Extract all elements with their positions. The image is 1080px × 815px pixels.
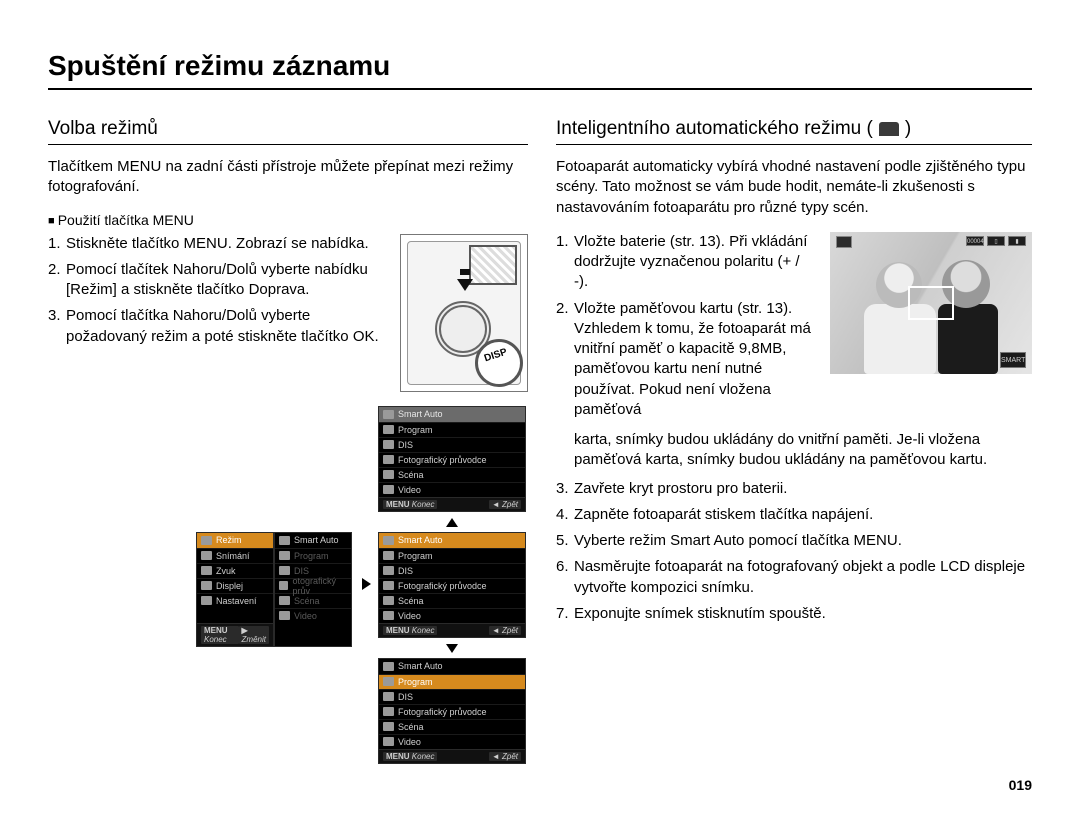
menu-item: DIS [398, 566, 413, 576]
menu-item: Program [398, 551, 433, 561]
menu-item: Smart Auto [398, 409, 443, 419]
left-heading-text: Volba režimů [48, 118, 158, 140]
menu-item: DIS [398, 440, 413, 450]
left-intro: Tlačítkem MENU na zadní části přístroje … [48, 157, 528, 198]
menu-item: Smart Auto [398, 535, 443, 545]
lcd-corner-label: SMART [1000, 352, 1026, 368]
right-heading-text: Inteligentního automatického režimu ( [556, 118, 873, 140]
page-title: Spuštění režimu záznamu [48, 50, 1032, 90]
menu-bottom: Smart Auto Program DIS Fotografický prův… [378, 658, 526, 764]
right-step-1: Vložte baterie (str. 13). Při vkládání d… [574, 232, 816, 293]
menu-item: Video [294, 611, 317, 621]
menu-item: Scéna [294, 596, 320, 606]
menu-screenshots: Smart Auto Program DIS Fotografický prův… [48, 406, 528, 726]
menu-item: Fotografický průvodce [398, 455, 487, 465]
menu-item: Displej [216, 581, 243, 591]
left-step-2: Pomocí tlačítek Nahoru/Dolů vyberte nabí… [66, 260, 386, 301]
page-number: 019 [1009, 777, 1032, 793]
menu-item: Smart Auto [294, 535, 339, 545]
lcd-counter: 00004 [966, 236, 984, 246]
menu-item: Video [398, 485, 421, 495]
menu-item: Video [398, 737, 421, 747]
menu-dual: Režim Snímání Zvuk Displej Nastavení _ M… [196, 532, 352, 647]
bullet-head: Použití tlačítka MENU [48, 212, 528, 228]
left-steps: 1.Stiskněte tlačítko MENU. Zobrazí se na… [48, 234, 386, 392]
menu-item: Program [398, 425, 433, 435]
right-intro: Fotoaparát automaticky vybírá vhodné nas… [556, 157, 1032, 218]
menu-item: Fotografický průvodce [398, 707, 487, 717]
arrow-right-icon [362, 578, 371, 590]
menu-item: Program [294, 551, 329, 561]
lcd-preview: 00004 ▯ ▮ SMART [830, 232, 1032, 374]
menu-top: Smart Auto Program DIS Fotografický prův… [378, 406, 526, 512]
right-step-3: Zavřete kryt prostoru pro baterii. [574, 479, 1032, 499]
menu-item: Video [398, 611, 421, 621]
right-step-2b: karta, snímky budou ukládány do vnitřní … [574, 430, 1032, 471]
menu-item: Zvuk [216, 566, 236, 576]
lcd-battery-icon: ▮ [1008, 236, 1026, 246]
menu-item: otografický prův [292, 576, 347, 596]
menu-item: DIS [398, 692, 413, 702]
menu-item: Fotografický průvodce [398, 581, 487, 591]
menu-item: Scéna [398, 596, 424, 606]
menu-item: Snímání [216, 551, 250, 561]
right-step-6: Nasměrujte fotoaparát na fotografovaný o… [574, 557, 1032, 598]
menu-item: Smart Auto [398, 661, 443, 671]
smart-auto-icon [879, 122, 899, 136]
left-heading: Volba režimů [48, 118, 528, 145]
arrow-up-icon [446, 518, 458, 527]
arrow-down-icon [446, 644, 458, 653]
left-column: Volba režimů Tlačítkem MENU na zadní čás… [48, 118, 528, 726]
menu-item: Program [398, 677, 433, 687]
menu-item: Scéna [398, 470, 424, 480]
left-step-1: Stiskněte tlačítko MENU. Zobrazí se nabí… [66, 234, 386, 254]
lcd-quality-icon: ▯ [987, 236, 1005, 246]
right-step-5: Vyberte režim Smart Auto pomocí tlačítka… [574, 531, 1032, 551]
right-step-7: Exponujte snímek stisknutím spouště. [574, 604, 1032, 624]
menu-item: Režim [216, 535, 242, 545]
right-step-2a: Vložte paměťovou kartu (str. 13). Vzhled… [574, 299, 816, 421]
right-step-4: Zapněte fotoaparát stiskem tlačítka napá… [574, 505, 1032, 525]
menu-item: Scéna [398, 722, 424, 732]
right-heading-close: ) [905, 118, 911, 140]
menu-mid: Smart Auto Program DIS Fotografický prův… [378, 532, 526, 638]
menu-item: Nastavení [216, 596, 257, 606]
mode-badge-icon [836, 236, 852, 248]
right-column: Inteligentního automatického režimu ( ) … [556, 118, 1032, 726]
menu-item: DIS [294, 566, 309, 576]
right-heading: Inteligentního automatického režimu ( ) [556, 118, 1032, 145]
left-step-3: Pomocí tlačítka Nahoru/Dolů vyberte poža… [66, 306, 386, 347]
camera-illustration [400, 234, 528, 392]
